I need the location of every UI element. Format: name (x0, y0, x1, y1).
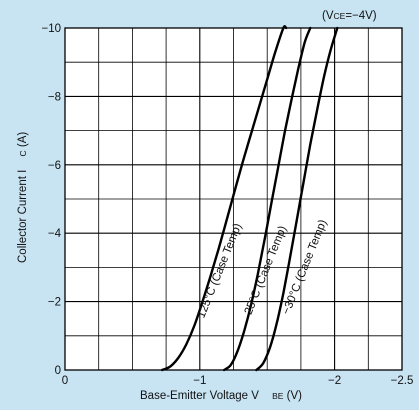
x-axis-label-subscript: BE (272, 391, 284, 401)
x-axis-label-main: Base-Emitter Voltage V (140, 390, 259, 402)
curves (160, 25, 339, 372)
y-axis-label-main: Collector Current I (17, 170, 29, 263)
y-tick-label: −4 (48, 228, 62, 240)
y-tick-label: −10 (41, 23, 61, 35)
x-tick-label: −1 (193, 375, 206, 387)
y-axis-label: Collector Current I C (A) (17, 132, 29, 263)
condition-label: (VCE=−4V) (322, 10, 377, 22)
x-axis-label: Base-Emitter Voltage V BE (V) (140, 390, 302, 402)
tick-labels: 0 −1 −2 −2.5 0 −2 −4 −6 −8 −10 (41, 23, 413, 387)
condition-subscript: CE (334, 11, 346, 21)
condition-prefix: (V (322, 10, 334, 22)
x-tick-label: −2 (328, 375, 341, 387)
series-25c-curve (222, 26, 312, 372)
y-axis-label-unit: (A) (17, 132, 29, 148)
y-tick-label: −6 (48, 160, 61, 172)
condition-suffix: =−4V) (345, 10, 376, 22)
grid (65, 28, 402, 370)
x-tick-label: 0 (62, 375, 68, 387)
series-minus30c-curve (255, 26, 339, 372)
y-tick-label: −2 (48, 297, 61, 309)
y-tick-label: −8 (48, 91, 61, 103)
x-tick-label: −2.5 (391, 375, 414, 387)
y-axis-label-subscript: C (18, 150, 28, 156)
series-125c-curve (160, 25, 288, 372)
x-axis-label-unit: (V) (287, 390, 303, 402)
y-tick-label: 0 (55, 365, 61, 377)
plot-frame (64, 27, 403, 371)
